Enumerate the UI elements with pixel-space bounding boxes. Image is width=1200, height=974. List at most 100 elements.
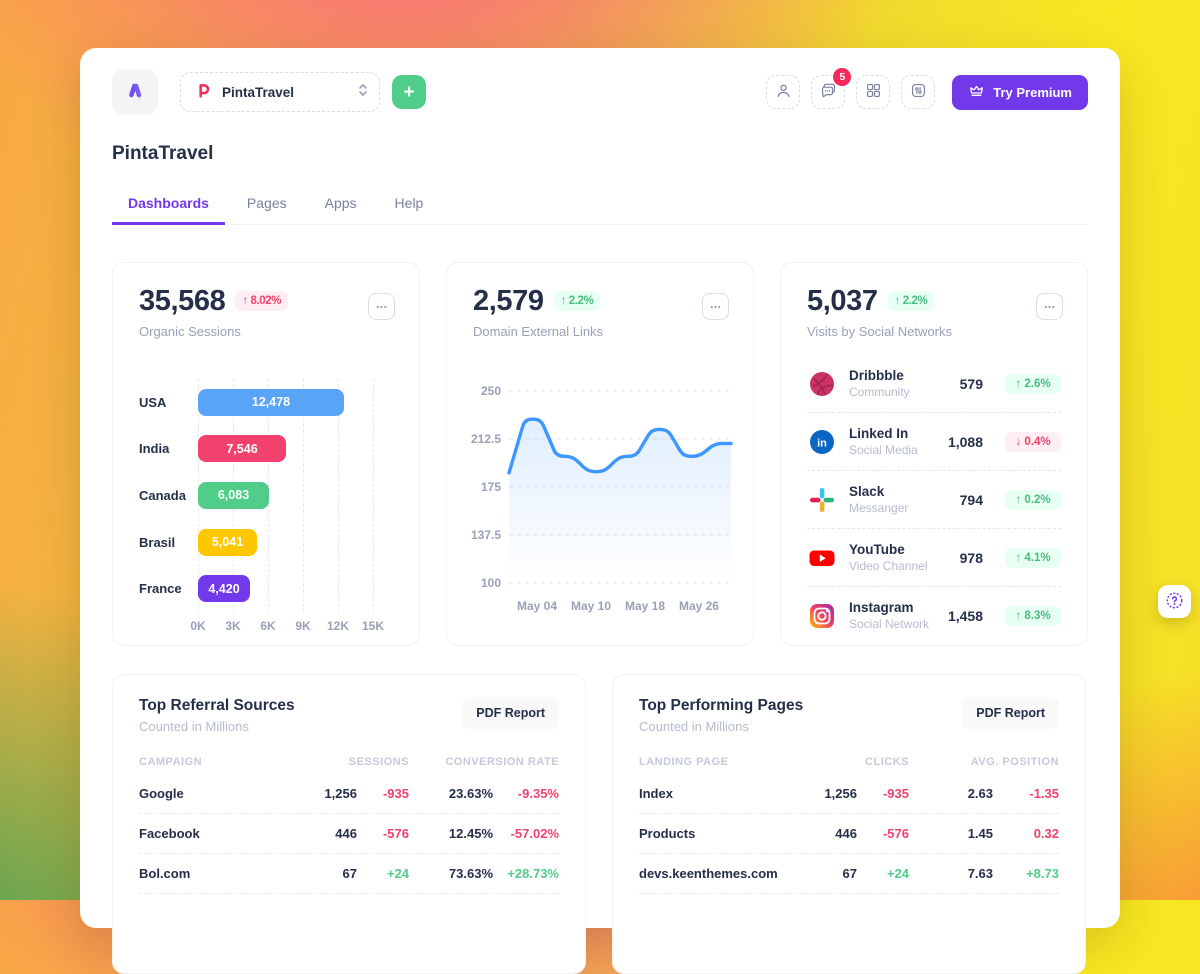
row-value-1: 1,256 [324,786,357,801]
social-category: Messanger [849,501,909,515]
y-tick-label: 175 [480,480,501,494]
card-menu-button[interactable] [1036,293,1063,320]
social-visits-value: 5,037 [807,285,878,317]
social-category: Social Network [849,617,930,631]
x-tick-label: May 04 [517,599,558,613]
social-value: 794 [959,491,983,508]
bar-row-usa: USA 12,478 [139,379,393,426]
row-value-2: 7.63 [967,866,993,881]
row-delta-1: +24 [386,866,409,881]
arrow-up-icon: ↑ [1015,377,1022,390]
row-name: Products [639,826,696,841]
referral-sources-header: Top Referral Sources Counted in Millions… [139,697,559,734]
column-header: LANDING PAGE [639,756,729,768]
arrow-down-icon: ↓ [1015,435,1022,448]
y-tick-label: 100 [480,576,501,590]
y-tick-label: 212.5 [470,432,501,446]
table-row: Facebook 446 -576 12.45% -57.02% [139,814,559,854]
x-tick-label: 0K [190,619,206,633]
social-name: YouTube [849,542,905,557]
card-menu-button[interactable] [702,293,729,320]
social-info: Slack Messanger [849,484,948,515]
bar-brasil: 5,041 [198,528,257,556]
gridline [373,379,374,612]
performing-pages-subtitle: Counted in Millions [639,719,749,734]
dribbble-icon [807,369,837,399]
organic-sessions-delta-badge: ↑ 8.02% [235,291,289,311]
question-badge-icon [1165,591,1184,613]
bar-canada: 6,083 [198,481,269,509]
referral-sources-subtitle: Counted in Millions [139,719,249,734]
chevron-updown-icon [357,82,369,103]
tab-help[interactable]: Help [394,195,424,211]
x-tick-label: May 10 [570,599,612,613]
row-value-1: 446 [835,826,857,841]
row-value-2: 2.63 [967,786,993,801]
settings-panel-button[interactable] [901,75,936,109]
row-value-2: 23.63% [448,786,493,801]
row-value-2: 12.45% [448,826,493,841]
add-workspace-button[interactable]: + [392,75,426,109]
x-tick-label: 3K [225,619,241,633]
pdf-report-button[interactable]: PDF Report [962,697,1059,729]
pdf-report-button[interactable]: PDF Report [462,697,559,729]
card-organic-sessions: 35,568 ↑ 8.02% Organic Sessions USA 12,47… [112,262,420,646]
table-header-row: LANDING PAGE CLICKS AVG. POSITION [639,756,1059,774]
social-value: 1,088 [947,433,983,450]
row-name: devs.keenthemes.com [639,866,778,881]
workspace-select[interactable]: PintaTravel [180,72,380,112]
social-row-linked-in: in Linked In Social Media 1,088 ↓ 0.4% [807,413,1061,471]
x-tick-label: May 26 [678,599,719,613]
social-category: Social Media [849,443,918,457]
row-name: Google [139,786,184,801]
y-tick-label: 137.5 [470,528,501,542]
column-header: CONVERSION RATE [445,756,559,768]
workspace-logo-icon [193,80,213,105]
user-icon [774,81,793,103]
linkedin-icon: in [807,427,837,457]
social-name: Linked In [849,426,909,441]
column-header: CLICKS [865,756,909,768]
tab-pages[interactable]: Pages [246,195,287,211]
bar-value-label: 5,041 [211,535,244,550]
bar-x-axis: 0K 3K 6K 9K 12K 15K [139,619,393,641]
help-button[interactable] [1158,585,1191,618]
social-delta-badge: ↑ 4.1% [1005,547,1061,568]
column-header: AVG. POSITION [970,756,1059,768]
app-logo[interactable] [112,69,158,115]
arrow-up-icon: ↑ [894,295,901,307]
social-row-youtube: YouTube Video Channel 978 ↑ 4.1% [807,529,1061,587]
bar-value-label: 12,478 [251,395,291,410]
organic-sessions-bar-chart: USA 12,478 India 7,546 Canada 6,083 Brasil 5,04… [139,379,393,641]
apps-grid-button[interactable] [856,75,891,109]
table-row: devs.keenthemes.com 67 +24 7.63 +8.73 [639,854,1059,894]
bar-value-label: 6,083 [217,488,250,503]
tab-dashboards[interactable]: Dashboards [112,185,225,225]
controls-icon [909,81,928,103]
domain-links-delta-badge: ↑ 2.2% [553,291,601,311]
card-social-visits: 5,037 ↑ 2.2% Visits by Social Networks D… [780,262,1088,646]
bar-value-label: 4,420 [208,581,240,596]
bar-category-label: Canada [139,487,186,503]
row-delta-1: -935 [882,786,909,801]
app-window: PintaTravel + [80,48,1120,974]
bar-category-label: USA [139,394,167,410]
bar-usa: 12,478 [198,388,344,416]
social-value: 978 [959,549,983,566]
user-button[interactable] [766,75,801,109]
row-value-2: 73.63% [448,866,493,881]
row-value-2: 1.45 [967,826,993,841]
row-delta-2: -1.35 [1029,786,1059,801]
x-tick-label: 6K [260,619,276,633]
area-fill [509,419,731,583]
row-value-1: 446 [335,826,357,841]
social-name: Slack [849,484,885,499]
row-name: Index [639,786,673,801]
tab-apps[interactable]: Apps [324,195,357,211]
chat-button[interactable]: 5 [811,68,852,109]
organic-sessions-subtitle: Organic Sessions [139,324,241,339]
social-visits-delta-badge: ↑ 2.2% [887,291,935,311]
try-premium-button[interactable]: Try Premium [952,74,1088,110]
card-menu-button[interactable] [368,293,395,320]
card-domain-links: 2,579 ↑ 2.2% Domain External Links 250 21… [446,262,754,646]
